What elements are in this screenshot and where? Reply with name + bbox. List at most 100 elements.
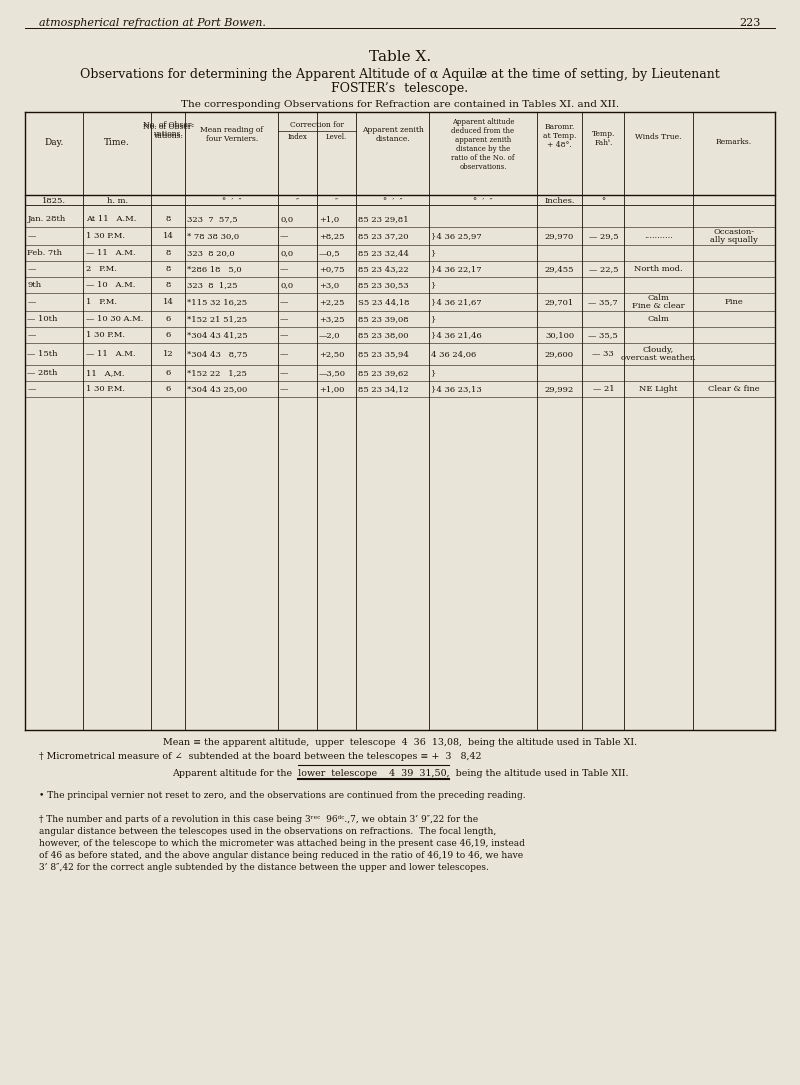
Text: distance by the: distance by the bbox=[456, 145, 510, 153]
Text: 85 23 37,20: 85 23 37,20 bbox=[358, 232, 409, 240]
Text: — 11   A.M.: — 11 A.M. bbox=[86, 248, 135, 257]
Text: 29,455: 29,455 bbox=[545, 265, 574, 273]
Text: 6: 6 bbox=[166, 315, 171, 323]
Text: 85 23 34,12: 85 23 34,12 bbox=[358, 385, 409, 393]
Text: 85 23 39,62: 85 23 39,62 bbox=[358, 369, 409, 376]
Text: Fine & clear: Fine & clear bbox=[632, 302, 685, 310]
Text: NE Light: NE Light bbox=[639, 385, 678, 393]
Text: Table X.: Table X. bbox=[369, 50, 431, 64]
Text: Apparent altitude: Apparent altitude bbox=[452, 118, 514, 126]
Text: † Micrometrical measure of ∠  subtended at the board between the telescopes ≡ + : † Micrometrical measure of ∠ subtended a… bbox=[39, 752, 482, 761]
Text: S5 23 44,18: S5 23 44,18 bbox=[358, 298, 410, 306]
Text: — 35,5: — 35,5 bbox=[589, 331, 618, 339]
Text: 6: 6 bbox=[166, 385, 171, 393]
Text: *304 43 41,25: *304 43 41,25 bbox=[187, 331, 248, 339]
Text: —: — bbox=[27, 232, 36, 240]
Text: —: — bbox=[280, 350, 289, 358]
Text: No. of Obser-
vations.: No. of Obser- vations. bbox=[143, 122, 194, 138]
Text: 85 23 30,53: 85 23 30,53 bbox=[358, 281, 409, 289]
Text: Apparent altitude for the  lower  telescope    4  39  31,50,  being the altitude: Apparent altitude for the lower telescop… bbox=[172, 769, 628, 778]
Text: 14: 14 bbox=[163, 232, 174, 240]
Text: °  ′  ″: ° ′ ″ bbox=[222, 197, 242, 205]
Text: +1,00: +1,00 bbox=[319, 385, 345, 393]
Text: —: — bbox=[280, 298, 289, 306]
Text: † The number and parts of a revolution in this case being 3ʳᵉᶜ  96ᵈᶜ.,7, we obta: † The number and parts of a revolution i… bbox=[39, 815, 478, 824]
Text: — 22,5: — 22,5 bbox=[589, 265, 618, 273]
Text: 85 23 38,00: 85 23 38,00 bbox=[358, 331, 409, 339]
Text: —: — bbox=[27, 265, 36, 273]
Text: The corresponding Observations for Refraction are contained in Tables XI. and XI: The corresponding Observations for Refra… bbox=[181, 100, 619, 108]
Text: — 15th: — 15th bbox=[27, 350, 58, 358]
Text: }4 36 23,13: }4 36 23,13 bbox=[431, 385, 482, 393]
Text: —: — bbox=[27, 298, 36, 306]
Text: 8: 8 bbox=[166, 281, 171, 289]
Text: }4 36 25,97: }4 36 25,97 bbox=[431, 232, 482, 240]
Text: h. m.: h. m. bbox=[106, 197, 128, 205]
Text: *152 22   1,25: *152 22 1,25 bbox=[187, 369, 247, 376]
Text: 4 36 24,06: 4 36 24,06 bbox=[431, 350, 477, 358]
Text: —: — bbox=[280, 369, 289, 376]
Text: °  ′  ″: ° ′ ″ bbox=[383, 197, 402, 205]
Text: North mod.: North mod. bbox=[634, 265, 682, 273]
Text: Correction for: Correction for bbox=[290, 122, 344, 129]
Text: —: — bbox=[280, 315, 289, 323]
Text: 323  8  1,25: 323 8 1,25 bbox=[187, 281, 238, 289]
Text: at Temp.: at Temp. bbox=[542, 132, 576, 140]
Text: —2,0: —2,0 bbox=[319, 331, 341, 339]
Text: 3’ 8″,42 for the correct angle subtended by the distance between the upper and l: 3’ 8″,42 for the correct angle subtended… bbox=[39, 863, 489, 872]
Text: deduced from the: deduced from the bbox=[451, 127, 514, 135]
Text: *152 21 51,25: *152 21 51,25 bbox=[187, 315, 247, 323]
Text: *115 32 16,25: *115 32 16,25 bbox=[187, 298, 247, 306]
Text: — 21: — 21 bbox=[593, 385, 614, 393]
Text: Observations for determining the Apparent Altitude of α Aquilæ at the time of se: Observations for determining the Apparen… bbox=[80, 68, 720, 81]
Text: — 10 30 A.M.: — 10 30 A.M. bbox=[86, 315, 143, 323]
Text: *304 43   8,75: *304 43 8,75 bbox=[187, 350, 248, 358]
Text: °  ′  ″: ° ′ ″ bbox=[473, 197, 493, 205]
Text: of 46 as before stated, and the above angular distance being reduced in the rati: of 46 as before stated, and the above an… bbox=[39, 851, 523, 860]
Text: 85 23 43,22: 85 23 43,22 bbox=[358, 265, 409, 273]
Text: }: } bbox=[431, 369, 437, 376]
Text: }: } bbox=[431, 281, 437, 289]
Text: Mean reading of: Mean reading of bbox=[200, 126, 263, 135]
Text: Mean ≡ the apparent altitude,  upper  telescope  4  36  13,08,  being the altitu: Mean ≡ the apparent altitude, upper tele… bbox=[163, 738, 637, 746]
Text: 1   P.M.: 1 P.M. bbox=[86, 298, 117, 306]
Text: +0,75: +0,75 bbox=[319, 265, 345, 273]
Text: —: — bbox=[280, 265, 289, 273]
Text: Clear & fine: Clear & fine bbox=[708, 385, 760, 393]
Text: Time.: Time. bbox=[104, 138, 130, 146]
Text: +3,25: +3,25 bbox=[319, 315, 345, 323]
Text: 8: 8 bbox=[166, 215, 171, 224]
Text: • The principal vernier not reset to zero, and the observations are continued fr: • The principal vernier not reset to zer… bbox=[39, 791, 526, 800]
Text: 29,970: 29,970 bbox=[545, 232, 574, 240]
Text: 29,992: 29,992 bbox=[545, 385, 574, 393]
Text: Day.: Day. bbox=[44, 138, 63, 146]
Text: ″: ″ bbox=[335, 197, 338, 205]
Text: 85 23 32,44: 85 23 32,44 bbox=[358, 248, 409, 257]
Text: Index: Index bbox=[288, 133, 307, 141]
Text: 2   P.M.: 2 P.M. bbox=[86, 265, 117, 273]
Text: Baromr.: Baromr. bbox=[544, 123, 574, 131]
Text: — 28th: — 28th bbox=[27, 369, 58, 376]
Text: Apparent zenith: Apparent zenith bbox=[362, 126, 424, 135]
Text: apparent zenith: apparent zenith bbox=[454, 136, 511, 144]
Text: — 10th: — 10th bbox=[27, 315, 58, 323]
Text: Calm: Calm bbox=[647, 315, 670, 323]
Text: 1 30 P.M.: 1 30 P.M. bbox=[86, 232, 125, 240]
Text: 1 30 P.M.: 1 30 P.M. bbox=[86, 331, 125, 339]
Text: 14: 14 bbox=[163, 298, 174, 306]
Text: 323  7  57,5: 323 7 57,5 bbox=[187, 215, 238, 224]
Text: }4 36 21,67: }4 36 21,67 bbox=[431, 298, 482, 306]
Text: 85 23 29,81: 85 23 29,81 bbox=[358, 215, 409, 224]
Text: 6: 6 bbox=[166, 369, 171, 376]
Text: 9th: 9th bbox=[27, 281, 42, 289]
Text: +3,0: +3,0 bbox=[319, 281, 339, 289]
Text: —: — bbox=[280, 331, 289, 339]
Text: ally squally: ally squally bbox=[710, 237, 758, 244]
Text: Jan. 28th: Jan. 28th bbox=[27, 215, 66, 224]
Text: FOSTER’s   telescope.: FOSTER’s telescope. bbox=[331, 82, 469, 95]
Text: observations.: observations. bbox=[459, 163, 506, 171]
Text: 1825.: 1825. bbox=[42, 197, 66, 205]
Text: —3,50: —3,50 bbox=[319, 369, 346, 376]
Text: however, of the telescope to which the micrometer was attached being in the pres: however, of the telescope to which the m… bbox=[39, 839, 525, 848]
Text: Cloudy,: Cloudy, bbox=[643, 346, 674, 354]
